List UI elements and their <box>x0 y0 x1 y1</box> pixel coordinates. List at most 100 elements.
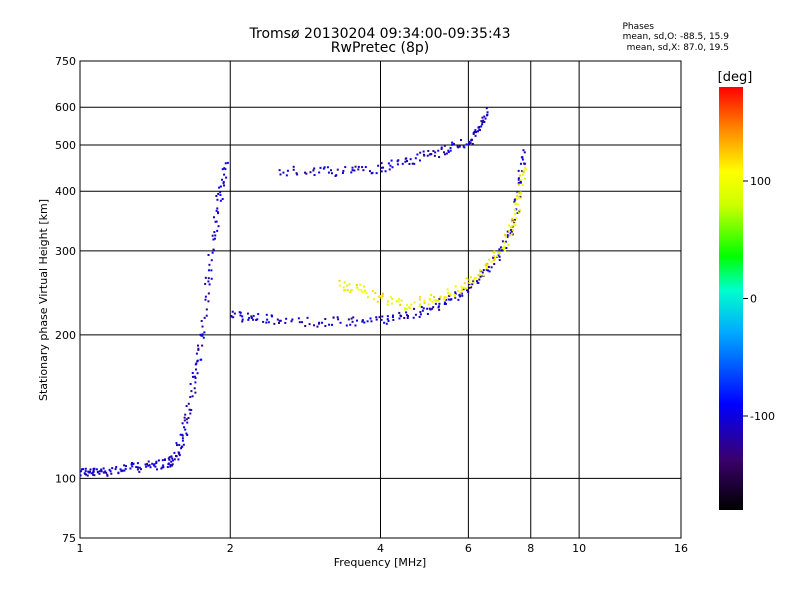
data-point <box>442 151 445 154</box>
data-point <box>521 158 524 161</box>
data-point <box>508 234 511 237</box>
data-point <box>181 445 184 448</box>
data-point <box>447 149 450 152</box>
data-point <box>516 203 519 206</box>
data-point <box>517 192 520 195</box>
data-point <box>207 300 210 303</box>
data-point <box>130 463 133 466</box>
data-point <box>459 292 462 295</box>
data-point <box>437 305 440 308</box>
data-point <box>147 460 150 463</box>
data-point <box>175 442 178 445</box>
data-point <box>374 292 377 295</box>
data-point <box>389 164 392 167</box>
data-point <box>420 305 423 308</box>
data-point <box>426 307 429 310</box>
data-point <box>146 463 149 466</box>
data-point <box>197 344 200 347</box>
data-point <box>345 324 348 327</box>
data-point <box>377 164 380 167</box>
data-point <box>517 181 520 184</box>
data-point <box>361 290 364 293</box>
data-point <box>513 220 516 223</box>
data-point <box>375 316 378 319</box>
data-point <box>438 302 441 305</box>
data-point <box>186 433 189 436</box>
data-point <box>504 236 507 239</box>
data-point <box>162 464 165 467</box>
data-point <box>506 230 509 233</box>
data-point <box>221 198 224 201</box>
data-point <box>454 292 457 295</box>
data-point <box>93 474 96 477</box>
data-point <box>291 318 294 321</box>
data-point <box>511 228 514 231</box>
data-point <box>511 218 514 221</box>
data-point <box>422 150 425 153</box>
data-point <box>350 171 353 174</box>
data-point <box>176 444 179 447</box>
data-point <box>405 308 408 311</box>
data-point <box>86 474 89 477</box>
data-point <box>357 168 360 171</box>
colorbar-tick-label: 0 <box>750 293 757 306</box>
data-point <box>503 249 506 252</box>
data-point <box>194 381 197 384</box>
data-point <box>204 282 207 285</box>
data-point <box>479 275 482 278</box>
data-point <box>437 306 440 309</box>
data-point <box>239 314 242 317</box>
data-point <box>443 144 446 147</box>
data-point <box>396 163 399 166</box>
data-point <box>96 471 99 474</box>
data-point <box>517 211 520 214</box>
data-point <box>481 116 484 119</box>
data-point <box>298 321 301 324</box>
data-point <box>488 258 491 261</box>
data-point <box>241 320 244 323</box>
data-point <box>179 433 182 436</box>
data-point <box>506 234 509 237</box>
data-point <box>504 233 507 236</box>
data-point <box>443 301 446 304</box>
data-point <box>451 141 454 144</box>
colorbar <box>719 87 743 510</box>
data-point <box>232 316 235 319</box>
data-point <box>330 169 333 172</box>
data-point <box>419 313 422 316</box>
data-point <box>468 143 471 146</box>
data-point <box>423 301 426 304</box>
data-point <box>428 298 431 301</box>
data-point <box>472 278 475 281</box>
data-point <box>170 460 173 463</box>
data-point <box>371 171 374 174</box>
data-point <box>252 318 255 321</box>
data-point <box>509 226 512 229</box>
data-point <box>497 251 500 254</box>
data-point <box>185 405 188 408</box>
data-point <box>222 181 225 184</box>
data-point <box>457 289 460 292</box>
data-point <box>171 459 174 462</box>
data-point <box>248 316 251 319</box>
data-point <box>351 169 354 172</box>
data-point <box>443 298 446 301</box>
data-point <box>204 295 207 298</box>
data-point <box>312 324 315 327</box>
data-point <box>241 315 244 318</box>
data-point <box>207 253 210 256</box>
data-point <box>397 159 400 162</box>
data-point <box>449 294 452 297</box>
data-point <box>445 152 448 155</box>
data-point <box>202 336 205 339</box>
data-point <box>174 454 177 457</box>
data-point <box>499 246 502 249</box>
data-point <box>414 313 417 316</box>
data-point <box>522 149 525 152</box>
data-point <box>519 174 522 177</box>
data-point <box>421 309 424 312</box>
data-point <box>411 162 414 165</box>
colorbar-ticks: 100 0 -100 <box>743 175 775 423</box>
data-point <box>522 171 525 174</box>
data-point <box>428 153 431 156</box>
